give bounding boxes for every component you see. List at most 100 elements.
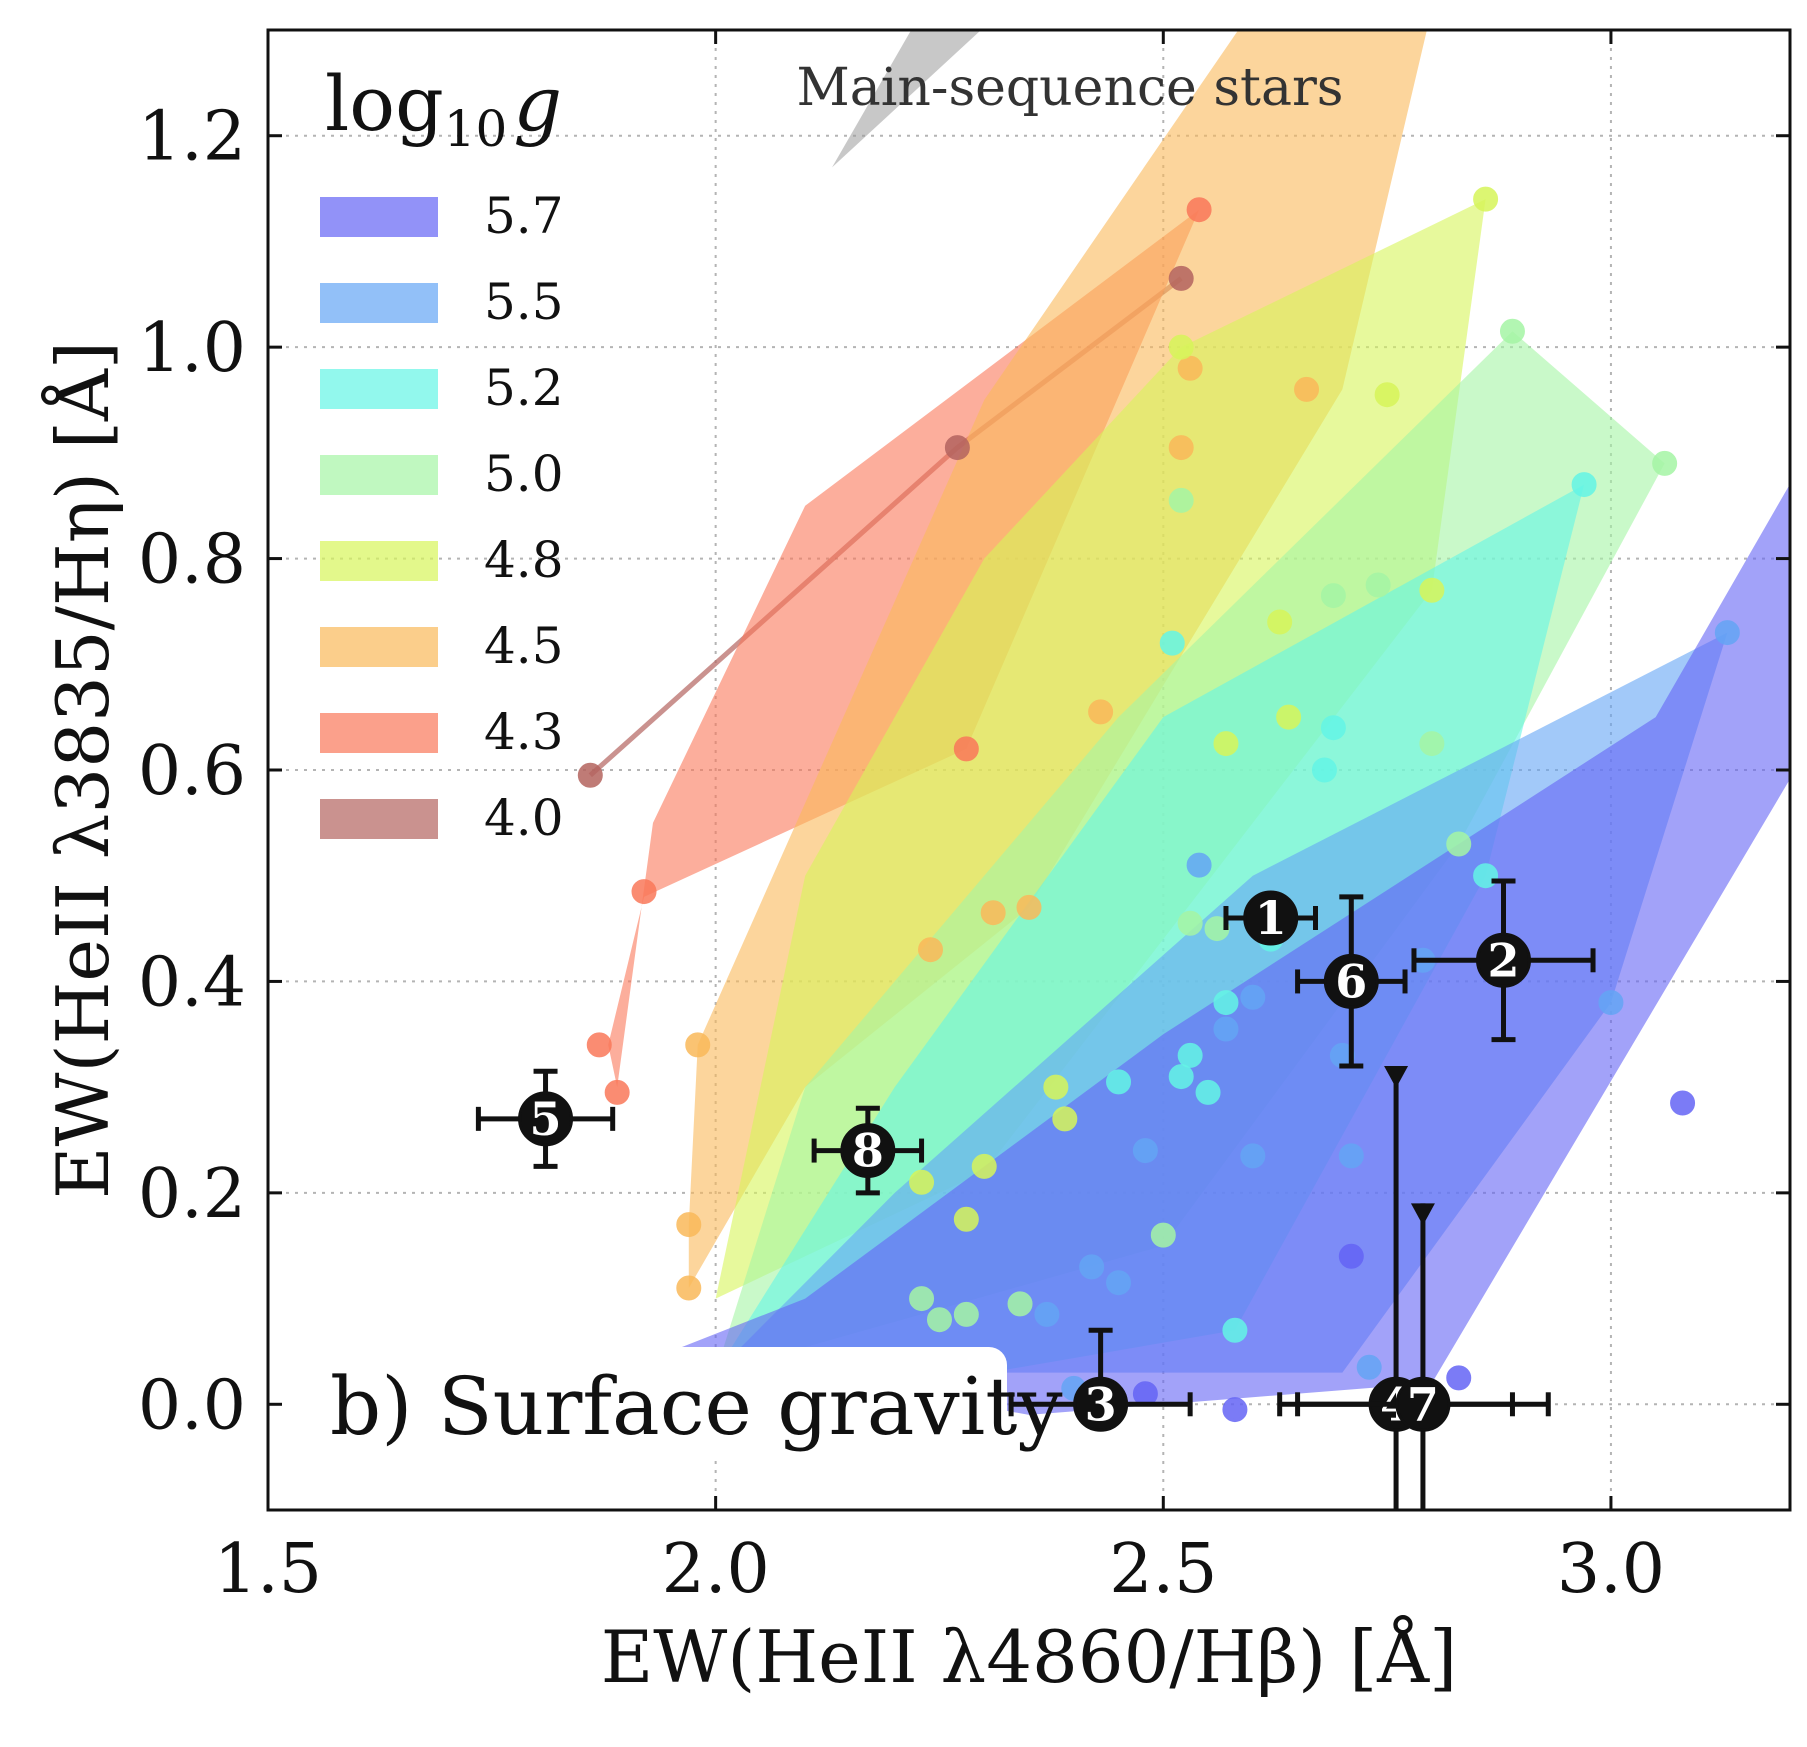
model-point <box>953 1301 979 1327</box>
legend-swatch <box>320 369 438 409</box>
observed-marker <box>1323 953 1379 1009</box>
model-point <box>1168 487 1194 513</box>
model-point <box>953 736 979 762</box>
model-point <box>1159 630 1185 656</box>
model-point <box>1338 1143 1364 1169</box>
legend-label: 4.0 <box>484 789 564 847</box>
legend: log10g 5.7 5.5 5.2 5.0 4.8 4.5 4.3 4.0 <box>320 59 564 847</box>
model-point <box>1419 577 1445 603</box>
model-point <box>1311 757 1337 783</box>
model-point <box>1240 1143 1266 1169</box>
observed-label: 2 <box>1487 933 1519 987</box>
model-point <box>1177 1042 1203 1068</box>
observed-label: 7 <box>1407 1377 1439 1431</box>
observed-label: 8 <box>852 1124 884 1178</box>
model-point <box>1446 831 1472 857</box>
legend-item-logg-4.0: 4.0 <box>320 789 564 847</box>
y-tick-label: 0.2 <box>138 1155 246 1234</box>
observed-marker <box>1395 1376 1451 1432</box>
model-point <box>1106 1270 1132 1296</box>
model-point <box>631 879 657 905</box>
model-point <box>1240 984 1266 1010</box>
model-point <box>1499 318 1525 344</box>
legend-swatch <box>320 713 438 753</box>
legend-label: 4.3 <box>484 703 564 761</box>
legend-item-logg-5.2: 5.2 <box>320 359 564 417</box>
model-point <box>1168 265 1194 291</box>
model-point <box>1473 186 1499 212</box>
model-point <box>1168 435 1194 461</box>
model-point <box>1177 355 1203 381</box>
model-point <box>909 1286 935 1312</box>
observed-object-5: 5 <box>475 1068 616 1169</box>
model-point <box>1132 1138 1158 1164</box>
x-tick-label: 3.0 <box>1557 1530 1665 1609</box>
observed-label: 1 <box>1255 891 1287 945</box>
model-point <box>944 435 970 461</box>
model-point <box>1670 1090 1696 1116</box>
model-point <box>1088 699 1114 725</box>
legend-item-logg-4.8: 4.8 <box>320 531 564 589</box>
legend-title: log10g <box>325 59 562 158</box>
model-point <box>1714 620 1740 646</box>
axis-ticks: 1.5 2.0 2.5 3.0 0.0 0.2 0.4 0.6 0.8 1.0 1.2 <box>138 30 1790 1609</box>
model-point <box>926 1307 952 1333</box>
model-point <box>980 900 1006 926</box>
model-point <box>1473 863 1499 889</box>
model-region-logg-5.7 <box>670 483 1790 1415</box>
model-point <box>1374 382 1400 408</box>
model-point <box>604 1079 630 1105</box>
model-point <box>1213 990 1239 1016</box>
model-point <box>1150 1222 1176 1248</box>
observed-object-1: 1 <box>1223 890 1318 946</box>
model-point <box>1195 1079 1221 1105</box>
model-point <box>1571 472 1597 498</box>
model-point <box>1294 376 1320 402</box>
legend-item-logg-5.7: 5.7 <box>320 187 564 245</box>
main-sequence-label: Main-sequence stars <box>797 58 1344 118</box>
model-point <box>1320 715 1346 741</box>
model-point <box>909 1169 935 1195</box>
y-tick-label: 0.8 <box>138 521 246 600</box>
model-point <box>1168 1064 1194 1090</box>
model-point <box>1267 609 1293 635</box>
model-point <box>1446 1365 1472 1391</box>
y-tick-label: 1.2 <box>138 98 246 177</box>
legend-swatch <box>320 799 438 839</box>
observed-marker <box>1243 890 1299 946</box>
model-point <box>1652 450 1678 476</box>
y-tick-label: 1.0 <box>138 309 246 388</box>
upper-limit-arrow <box>1384 1066 1409 1088</box>
observed-marker <box>1073 1376 1129 1432</box>
model-point <box>971 1153 997 1179</box>
model-point <box>1222 1397 1248 1423</box>
observed-object-3: 3 <box>1008 1327 1193 1432</box>
legend-swatch <box>320 627 438 667</box>
model-point <box>1186 197 1212 223</box>
x-axis-label: EW(HeII λ4860/Hβ) [Å] <box>601 1614 1458 1699</box>
observed-object-6: 6 <box>1295 894 1408 1069</box>
model-point <box>1320 583 1346 609</box>
model-point <box>1419 731 1445 757</box>
model-point <box>1052 1106 1078 1132</box>
observed-object-2: 2 <box>1411 878 1596 1043</box>
model-point <box>1016 894 1042 920</box>
model-point <box>1177 910 1203 936</box>
observed-label: 5 <box>530 1092 562 1146</box>
y-tick-label: 0.6 <box>138 732 246 811</box>
model-point <box>586 1032 612 1058</box>
model-point <box>1034 1301 1060 1327</box>
legend-swatch <box>320 541 438 581</box>
legend-item-logg-4.5: 4.5 <box>320 617 564 675</box>
y-tick-label: 0.4 <box>138 943 246 1022</box>
upper-limit-arrow <box>1410 1203 1435 1226</box>
model-point <box>1186 852 1212 878</box>
observed-marker <box>840 1123 896 1179</box>
model-point <box>1106 1069 1132 1095</box>
legend-item-logg-4.3: 4.3 <box>320 703 564 761</box>
panel-label-box <box>285 1347 1007 1457</box>
observed-object-7: 7 <box>1295 1203 1551 1510</box>
legend-swatch <box>320 455 438 495</box>
model-point <box>577 762 603 788</box>
